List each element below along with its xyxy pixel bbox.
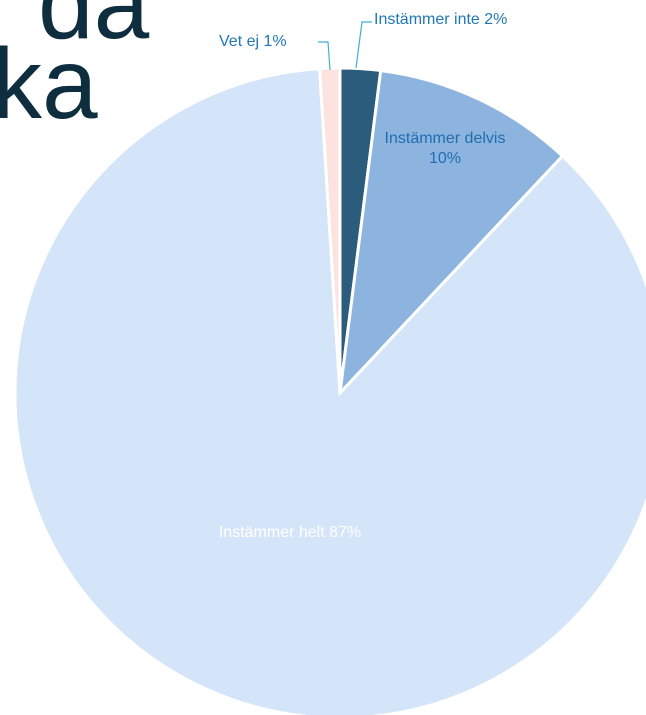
label-value: 2% bbox=[484, 11, 508, 28]
label-category: Instämmer inte bbox=[374, 11, 480, 28]
label-value: 87% bbox=[329, 524, 362, 541]
label-value: 10% bbox=[428, 150, 462, 167]
pie bbox=[13, 66, 646, 715]
data-label: Instämmer delvis 10% bbox=[380, 129, 510, 169]
leader-line bbox=[318, 41, 331, 71]
data-label: Vet ej 1% bbox=[219, 32, 287, 52]
data-label: Instämmer helt 87% bbox=[180, 523, 400, 543]
pie-slice bbox=[337, 68, 565, 398]
data-label: Instämmer inte 2% bbox=[374, 10, 507, 30]
label-category: Instämmer delvis bbox=[384, 130, 506, 147]
title-line: ka bbox=[0, 28, 98, 140]
label-value: 1% bbox=[263, 33, 287, 50]
label-category: Instämmer helt bbox=[218, 524, 325, 541]
label-category: Vet ej bbox=[219, 33, 260, 50]
leader-line bbox=[355, 21, 372, 69]
title-line: da bbox=[38, 0, 150, 60]
pie-slice bbox=[13, 67, 646, 715]
